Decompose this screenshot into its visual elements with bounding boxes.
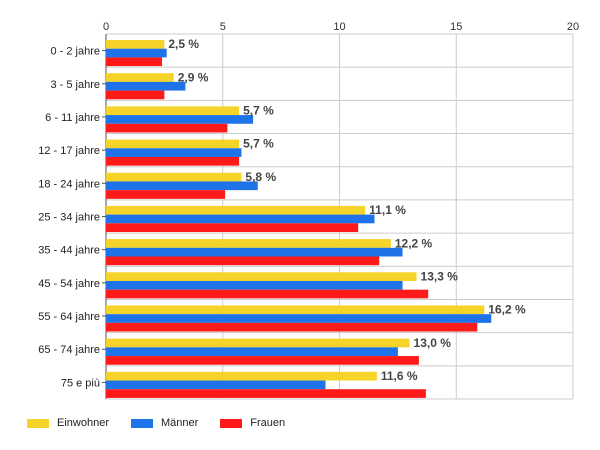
bar-einwohner [106, 73, 174, 82]
bar-frauen [106, 223, 359, 233]
data-label: 2,9 % [178, 70, 209, 84]
x-tick-label: 10 [333, 21, 345, 33]
category-label: 12 - 17 jahre [38, 145, 100, 157]
bar-frauen [106, 322, 478, 332]
data-label: 5,7 % [243, 137, 274, 151]
category-label: 0 - 2 jahre [50, 46, 100, 58]
bar-mnner [106, 314, 492, 323]
bar-einwohner [106, 139, 240, 149]
bar-frauen [106, 90, 165, 100]
bar-einwohner [106, 272, 417, 281]
category-label: 75 e più [61, 377, 100, 389]
data-label: 13,0 % [414, 336, 452, 350]
bar-einwohner [106, 106, 240, 116]
bar-frauen [106, 389, 426, 398]
data-label: 12,2 % [395, 236, 433, 250]
bar-mnner [106, 380, 326, 390]
legend-swatch-frauen [220, 418, 243, 428]
data-label: 5,8 % [245, 170, 276, 184]
chart-legend: Einwohner Männer Frauen [27, 417, 307, 429]
x-tick-label: 0 [103, 21, 109, 33]
legend-label-frauen: Frauen [250, 417, 286, 429]
x-tick-label: 15 [450, 21, 462, 33]
data-label: 5,7 % [243, 104, 274, 118]
bar-frauen [106, 123, 228, 133]
bar-frauen [106, 156, 240, 166]
legend-swatch-einwohner [27, 418, 49, 428]
bar-mnner [106, 48, 167, 58]
bar-mnner [106, 148, 242, 157]
data-label: 11,6 % [381, 369, 418, 383]
bar-mnner [106, 280, 403, 290]
bar-frauen [106, 190, 226, 199]
legend-item-frauen: Frauen [220, 417, 285, 429]
category-label: 25 - 34 jahre [38, 212, 100, 224]
bar-einwohner [106, 371, 377, 381]
legend-item-einwohner: Einwohner [27, 417, 109, 429]
bar-einwohner [106, 239, 391, 248]
bar-mnner [106, 214, 375, 224]
legend-swatch-maenner [130, 418, 153, 428]
bar-einwohner [106, 205, 366, 215]
data-label: 11,1 % [369, 203, 406, 217]
data-label: 2,5 % [168, 37, 199, 51]
bar-mnner [106, 247, 403, 257]
x-tick-label: 20 [567, 21, 579, 33]
category-label: 65 - 74 jahre [38, 344, 100, 356]
data-label: 16,2 % [488, 303, 526, 317]
data-label: 13,3 % [421, 269, 459, 283]
bar-einwohner [106, 40, 165, 49]
category-label: 18 - 24 jahre [38, 178, 100, 190]
legend-label-maenner: Männer [160, 417, 199, 429]
bar-frauen [106, 256, 380, 266]
bar-frauen [106, 57, 163, 67]
category-label: 35 - 44 jahre [38, 245, 100, 257]
category-label: 55 - 64 jahre [38, 311, 100, 323]
x-tick-label: 5 [220, 21, 226, 33]
category-label: 6 - 11 jahre [45, 112, 100, 124]
bar-einwohner [106, 338, 410, 348]
bar-mnner [106, 181, 258, 191]
bar-mnner [106, 81, 186, 91]
bar-einwohner [106, 305, 485, 315]
legend-item-maenner: Männer [130, 417, 199, 429]
bar-mnner [106, 115, 254, 124]
bar-frauen [106, 289, 429, 299]
category-label: 45 - 54 jahre [38, 278, 100, 290]
bar-mnner [106, 347, 398, 357]
bar-einwohner [106, 172, 242, 182]
legend-label-einwohner: Einwohner [57, 417, 109, 429]
category-label: 3 - 5 jahre [50, 79, 100, 91]
bar-frauen [106, 356, 419, 365]
